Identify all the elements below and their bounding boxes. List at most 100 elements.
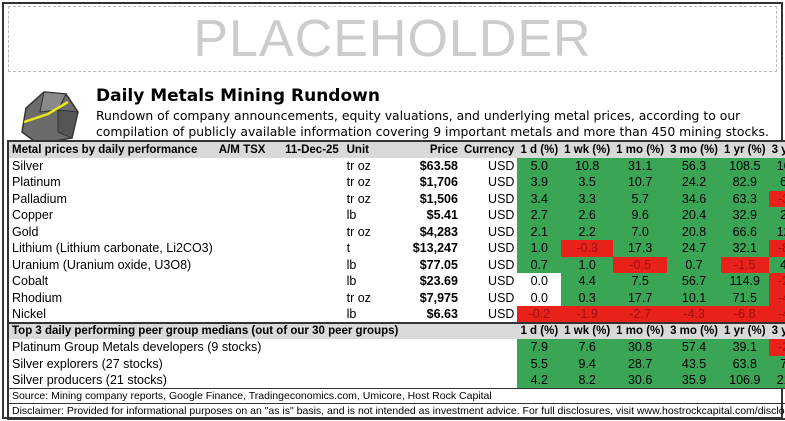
- blank: [282, 174, 344, 191]
- pct-cell: 1.0: [561, 256, 614, 273]
- pct-cell: 24.7: [667, 240, 722, 257]
- peer-row: Silver producers (21 stocks) 4.2 8.2 30.6 35…: [8, 372, 785, 389]
- currency: USD: [488, 191, 515, 206]
- pct-cell: 82.9: [721, 174, 769, 191]
- disclaimer-text: Disclaimer: Provided for informational p…: [8, 403, 785, 419]
- unit: tr oz: [346, 175, 371, 190]
- pct-cell: 2.7: [517, 207, 562, 224]
- currency: USD: [488, 175, 515, 190]
- price: $5.41: [426, 208, 458, 223]
- price: $63.58: [419, 158, 458, 173]
- metal-name: Copper: [12, 208, 53, 223]
- pct-cell: 43.5: [667, 355, 722, 372]
- price: $23.69: [419, 274, 458, 289]
- pct-cell: 30.6: [613, 372, 668, 389]
- metal-name: Gold: [12, 224, 39, 239]
- metal-name: Uranium (Uranium oxide, U3O8): [12, 257, 192, 272]
- blank: [282, 257, 344, 274]
- unit: tr oz: [346, 290, 371, 305]
- pct-cell: 35.9: [667, 372, 722, 389]
- metal-row: Silver tr oz $63.58 USD 5.0 10.8 31.1 56.3 108.5…: [8, 157, 785, 174]
- pct-cell: 56.7: [667, 273, 722, 290]
- pct-cell: 4.2: [517, 372, 562, 389]
- pct-cell: 10.7: [613, 174, 668, 191]
- pct-cell: 73.1: [768, 355, 785, 372]
- pct-cell: 0.0: [517, 273, 562, 290]
- unit-header: Unit: [343, 140, 392, 158]
- pct-cell: -0.2: [517, 306, 562, 323]
- section-title: Metal prices by daily performance: [8, 140, 216, 158]
- pct-cell: 7.6: [561, 339, 614, 356]
- blank: [216, 273, 282, 290]
- pct-cell: -20.0: [768, 339, 785, 356]
- price: $13,247: [412, 241, 458, 256]
- pct-cell: -43.0: [768, 289, 785, 306]
- page-description: Rundown of company announcements, equity…: [96, 108, 769, 139]
- pct-cell: 0.7: [517, 256, 562, 273]
- price: $6.63: [426, 306, 458, 321]
- metal-row: Platinum tr oz $1,706 USD 3.9 3.5 10.7 24.2 82.9…: [8, 174, 785, 191]
- pct-cell: 2.2: [561, 223, 614, 240]
- pct-cell: -0.5: [613, 256, 668, 273]
- pct-cell: 17.7: [613, 289, 668, 306]
- unit: tr oz: [346, 224, 371, 239]
- pct-cell: 2.6: [561, 207, 614, 224]
- pct-cell: 7.5: [613, 273, 668, 290]
- period-header: 1 wk (%): [561, 140, 614, 158]
- pct-cell: 9.4: [561, 355, 614, 372]
- metal-row: Lithium (Lithium carbonate, Li2CO3) t $13,…: [8, 240, 785, 257]
- unit: tr oz: [346, 191, 371, 206]
- pct-cell: 3.4: [517, 190, 562, 207]
- pct-cell: -80.7: [768, 240, 785, 257]
- blank: [216, 257, 282, 274]
- pct-cell: 63.8: [721, 355, 769, 372]
- pct-cell: 10.8: [561, 157, 614, 174]
- metal-row: Palladium tr oz $1,506 USD 3.4 3.3 5.7 34.6 63.3…: [8, 190, 785, 208]
- pct-cell: 9.6: [613, 207, 668, 224]
- pct-cell: 5.7: [613, 190, 668, 207]
- pct-cell: 7.9: [517, 339, 562, 356]
- price: $4,283: [419, 224, 458, 239]
- pct-cell: 0.3: [561, 289, 614, 306]
- pct-cell: 20.4: [667, 207, 722, 224]
- metal-name: Nickel: [12, 306, 47, 321]
- pct-cell: -6.8: [721, 306, 769, 323]
- currency: USD: [488, 290, 515, 305]
- pct-cell: 3.3: [561, 190, 614, 207]
- pct-cell: 108.5: [721, 157, 769, 174]
- pct-cell: 8.2: [561, 372, 614, 389]
- pct-cell: 28.7: [613, 355, 668, 372]
- pct-cell: 17.3: [613, 240, 668, 257]
- blank: [282, 191, 344, 208]
- unit: tr oz: [346, 158, 371, 173]
- blank: [216, 207, 282, 224]
- currency: USD: [488, 257, 515, 272]
- metal-name: Rhodium: [12, 290, 63, 305]
- blank: [282, 290, 344, 307]
- pct-cell: -4.3: [667, 306, 722, 323]
- pct-cell: 2.1: [517, 223, 562, 240]
- pct-cell: 62.9: [768, 174, 785, 191]
- pct-cell: 71.5: [721, 289, 769, 306]
- currency: USD: [488, 158, 515, 173]
- pct-cell: 215.1: [768, 372, 785, 389]
- metal-name: Cobalt: [12, 274, 49, 289]
- pct-cell: 20.8: [667, 223, 722, 240]
- date-label: 11-Dec-25: [282, 140, 344, 158]
- pct-cell: -39.6: [768, 190, 785, 207]
- currency: USD: [488, 208, 515, 223]
- pct-cell: 114.9: [721, 273, 769, 290]
- period-header: 1 d (%): [517, 140, 562, 158]
- pct-cell: 106.9: [721, 372, 769, 389]
- currency: USD: [488, 306, 515, 321]
- price: $77.05: [419, 257, 458, 272]
- price-header: Price: [391, 140, 461, 158]
- pct-cell: 0.0: [517, 289, 562, 306]
- metal-row: Uranium (Uranium oxide, U3O8) lb $77.05 USD…: [8, 256, 785, 274]
- period-header: 3 mo (%): [667, 321, 722, 339]
- pct-cell: -29.2: [768, 273, 785, 290]
- blank: [282, 224, 344, 241]
- pct-cell: 4.4: [561, 273, 614, 290]
